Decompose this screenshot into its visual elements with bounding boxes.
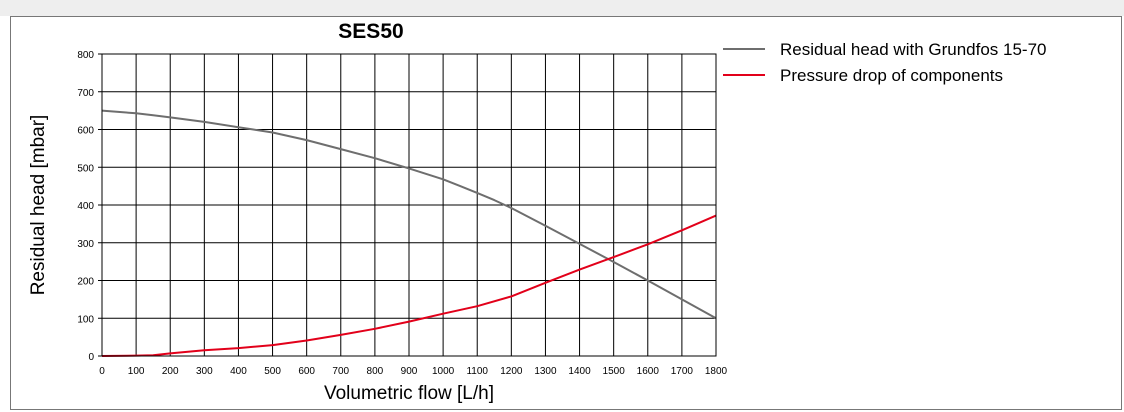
y-tick-label: 400 bbox=[77, 201, 94, 212]
legend: Residual head with Grundfos 15-70 Pressu… bbox=[723, 40, 1047, 85]
x-tick-label: 200 bbox=[162, 366, 179, 377]
series-line-residual-head bbox=[101, 109, 717, 320]
grid bbox=[98, 53, 717, 357]
x-tick-label: 1100 bbox=[466, 366, 488, 377]
y-tick-label: 100 bbox=[77, 314, 94, 325]
x-tick-label: 1000 bbox=[432, 366, 455, 377]
y-tick-label: 300 bbox=[77, 239, 94, 250]
x-tick-label: 1700 bbox=[671, 366, 694, 377]
x-tick-label: 500 bbox=[264, 366, 281, 377]
y-tick-labels: 0 100 200 300 400 500 600 700 800 bbox=[77, 50, 94, 363]
chart-title: SES50 bbox=[338, 20, 403, 43]
x-tick-label: 100 bbox=[128, 366, 145, 377]
series-lines bbox=[101, 109, 717, 357]
y-tick-label: 0 bbox=[88, 352, 94, 363]
x-tick-label: 1600 bbox=[637, 366, 660, 377]
top-strip bbox=[0, 0, 1124, 16]
y-tick-label: 800 bbox=[77, 50, 94, 61]
y-axis-label: Residual head [mbar] bbox=[28, 115, 49, 296]
y-tick-label: 600 bbox=[77, 126, 94, 137]
x-axis-label: Volumetric flow [L/h] bbox=[324, 383, 494, 404]
legend-label-residual-head: Residual head with Grundfos 15-70 bbox=[780, 40, 1047, 59]
x-tick-label: 0 bbox=[99, 366, 105, 377]
x-tick-label: 1300 bbox=[534, 366, 557, 377]
x-tick-label: 1500 bbox=[603, 366, 626, 377]
y-tick-label: 500 bbox=[77, 163, 94, 174]
series-line-pressure-drop bbox=[101, 214, 717, 357]
x-tick-labels: 0 100 200 300 400 500 600 700 800 900 1000 1100 1200… bbox=[99, 366, 727, 377]
x-tick-label: 1400 bbox=[568, 366, 591, 377]
x-tick-label: 900 bbox=[401, 366, 418, 377]
chart-panel bbox=[10, 16, 1122, 410]
x-tick-label: 1800 bbox=[705, 366, 728, 377]
x-tick-label: 700 bbox=[332, 366, 349, 377]
legend-label-pressure-drop: Pressure drop of components bbox=[780, 66, 1003, 85]
x-tick-label: 1200 bbox=[500, 366, 523, 377]
plot-area-border bbox=[101, 53, 717, 357]
x-tick-label: 300 bbox=[196, 366, 213, 377]
y-tick-label: 700 bbox=[77, 88, 94, 99]
x-tick-label: 600 bbox=[298, 366, 315, 377]
x-tick-label: 400 bbox=[230, 366, 247, 377]
y-tick-label: 200 bbox=[77, 277, 94, 288]
x-tick-label: 800 bbox=[367, 366, 384, 377]
